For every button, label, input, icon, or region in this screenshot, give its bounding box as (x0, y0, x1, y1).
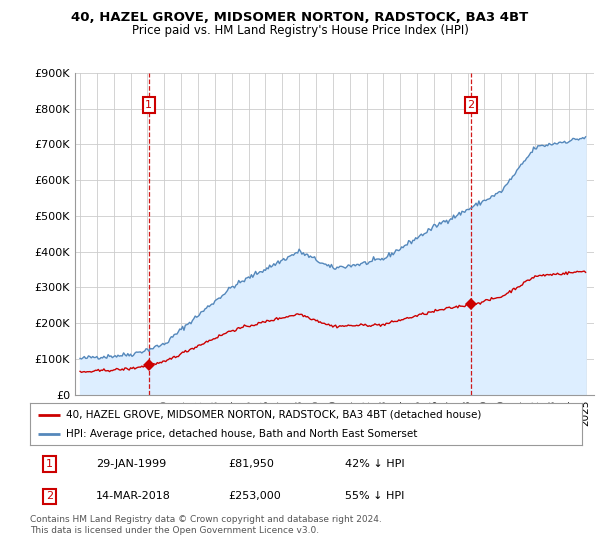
Text: 55% ↓ HPI: 55% ↓ HPI (344, 491, 404, 501)
Text: £81,950: £81,950 (229, 459, 275, 469)
Text: 1: 1 (145, 100, 152, 110)
Text: 2: 2 (467, 100, 475, 110)
Text: HPI: Average price, detached house, Bath and North East Somerset: HPI: Average price, detached house, Bath… (66, 429, 417, 439)
Text: 40, HAZEL GROVE, MIDSOMER NORTON, RADSTOCK, BA3 4BT: 40, HAZEL GROVE, MIDSOMER NORTON, RADSTO… (71, 11, 529, 24)
Text: Price paid vs. HM Land Registry's House Price Index (HPI): Price paid vs. HM Land Registry's House … (131, 24, 469, 36)
Text: £253,000: £253,000 (229, 491, 281, 501)
Text: 1: 1 (46, 459, 53, 469)
Text: 40, HAZEL GROVE, MIDSOMER NORTON, RADSTOCK, BA3 4BT (detached house): 40, HAZEL GROVE, MIDSOMER NORTON, RADSTO… (66, 409, 481, 419)
Text: 14-MAR-2018: 14-MAR-2018 (96, 491, 171, 501)
Text: 42% ↓ HPI: 42% ↓ HPI (344, 459, 404, 469)
Text: 29-JAN-1999: 29-JAN-1999 (96, 459, 166, 469)
Text: 2: 2 (46, 491, 53, 501)
Text: Contains HM Land Registry data © Crown copyright and database right 2024.
This d: Contains HM Land Registry data © Crown c… (30, 515, 382, 535)
